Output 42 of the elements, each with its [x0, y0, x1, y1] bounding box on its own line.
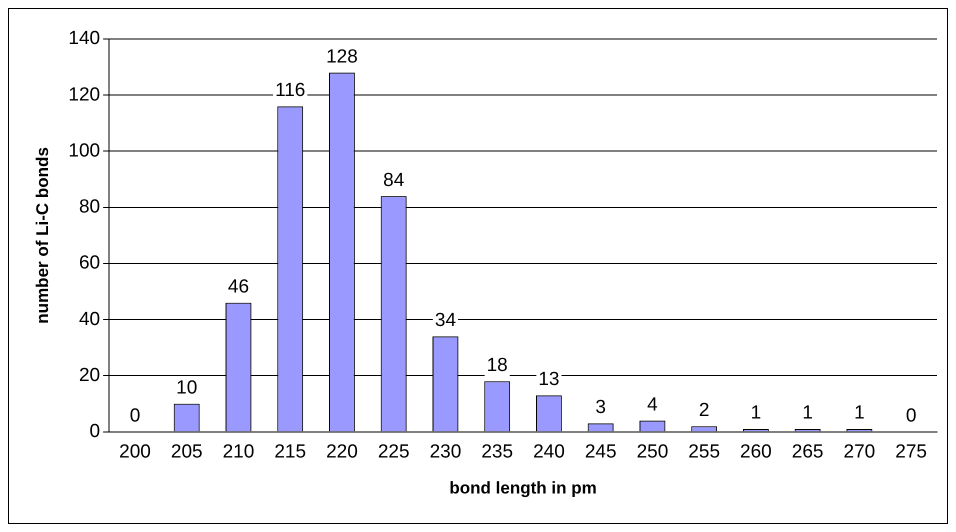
x-tick-label: 245 — [584, 441, 617, 462]
data-label: 84 — [383, 170, 405, 191]
y-tick-label: 120 — [68, 84, 100, 106]
data-label: 10 — [176, 377, 198, 398]
x-tick-label: 225 — [378, 441, 410, 462]
data-label: 2 — [698, 400, 710, 421]
x-tick-label: 270 — [844, 441, 876, 462]
data-label: 3 — [595, 397, 606, 418]
data-label: 1 — [854, 402, 865, 424]
x-tick-label: 215 — [274, 441, 306, 462]
data-label: 0 — [130, 406, 140, 427]
y-tick-label: 60 — [78, 252, 100, 274]
y-axis-title: number of Li-C bonds — [32, 147, 52, 324]
y-tick-label: 80 — [78, 196, 100, 218]
x-tick-label: 255 — [688, 441, 720, 462]
data-label: 46 — [228, 276, 250, 298]
data-label: 0 — [906, 406, 916, 427]
y-tick-label: 40 — [78, 308, 100, 330]
data-label: 128 — [326, 46, 358, 68]
data-label: 18 — [486, 355, 508, 376]
x-tick-label: 200 — [119, 441, 151, 462]
data-label: 4 — [647, 394, 658, 416]
x-tick-label: 205 — [170, 441, 203, 462]
data-label: 13 — [538, 369, 560, 390]
x-axis-title: bond length in pm — [449, 478, 597, 498]
data-label: 116 — [275, 80, 306, 102]
y-tick-label: 20 — [78, 364, 100, 386]
y-tick-label: 0 — [90, 421, 100, 442]
x-tick-label: 240 — [533, 441, 565, 462]
data-label: 1 — [750, 402, 762, 424]
y-tick-label: 100 — [68, 140, 100, 162]
x-tick-label: 250 — [636, 441, 668, 462]
data-label: 1 — [802, 402, 813, 424]
x-tick-label: 265 — [792, 441, 824, 462]
data-label: 34 — [434, 310, 456, 332]
y-tick-label: 140 — [68, 28, 100, 50]
x-tick-label: 210 — [222, 441, 254, 462]
x-tick-label: 220 — [326, 441, 358, 462]
x-tick-label: 230 — [430, 441, 462, 462]
x-tick-label: 260 — [740, 441, 772, 462]
x-tick-label: 275 — [895, 441, 927, 462]
x-tick-label: 235 — [481, 441, 514, 462]
